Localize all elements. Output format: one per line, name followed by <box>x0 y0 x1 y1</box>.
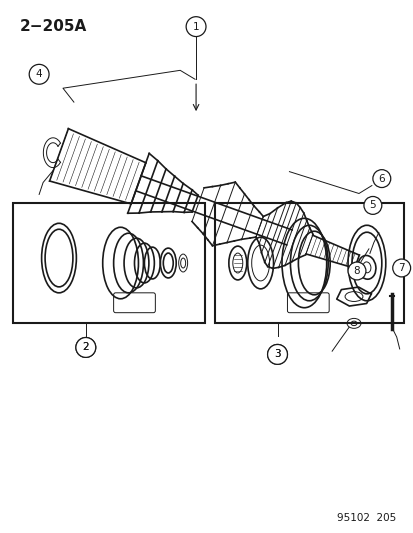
Circle shape <box>76 337 95 358</box>
Circle shape <box>392 259 410 277</box>
Circle shape <box>347 262 365 280</box>
Text: 1: 1 <box>192 22 199 31</box>
Circle shape <box>29 64 49 84</box>
Text: 2: 2 <box>82 343 89 352</box>
Circle shape <box>186 17 206 37</box>
Text: 8: 8 <box>353 266 359 276</box>
Text: 3: 3 <box>273 350 280 359</box>
Circle shape <box>267 344 287 365</box>
Text: 6: 6 <box>377 174 384 183</box>
Circle shape <box>372 169 390 188</box>
Text: 2−205A: 2−205A <box>19 19 86 34</box>
Text: 4: 4 <box>36 69 43 79</box>
Circle shape <box>267 344 287 365</box>
Text: 7: 7 <box>397 263 404 273</box>
Bar <box>13 204 204 322</box>
Text: 5: 5 <box>369 200 375 211</box>
Circle shape <box>76 337 95 358</box>
Circle shape <box>363 197 381 214</box>
Text: 2: 2 <box>82 343 89 352</box>
Text: 95102  205: 95102 205 <box>337 513 396 523</box>
Text: 3: 3 <box>273 350 280 359</box>
Bar <box>214 204 403 322</box>
